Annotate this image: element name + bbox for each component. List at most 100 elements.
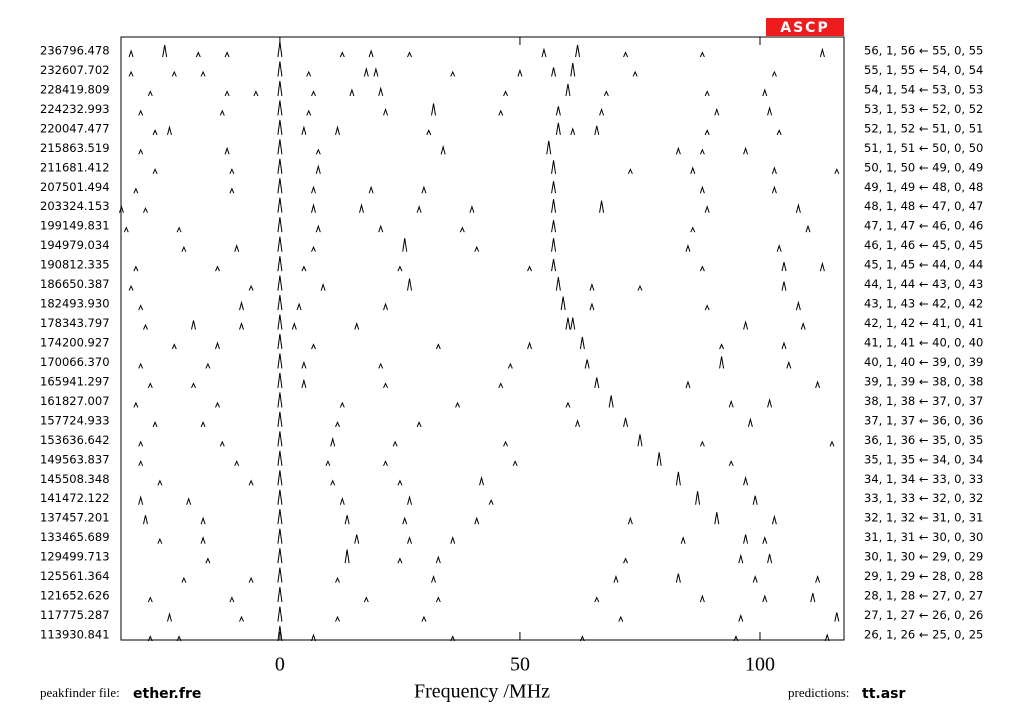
peak [435,555,441,564]
peak [599,200,605,213]
peak [296,302,302,311]
peak [767,554,773,564]
peak [594,377,600,389]
peak [291,321,297,330]
peak [767,105,773,116]
row-frequency: 121652.626 [40,589,110,603]
row-assignment: 52, 1, 52 ← 51, 0, 51 [864,121,983,135]
peak [344,549,350,564]
peak [762,594,768,603]
peak [330,436,336,447]
peak [546,140,552,155]
peak [383,460,388,467]
peak [277,587,283,603]
row-assignment: 38, 1, 38 ← 37, 0, 37 [864,394,983,408]
x-tick-label: 0 [275,654,285,676]
peak [277,567,283,583]
peak [555,122,561,135]
peak [603,90,609,97]
peak [690,226,696,233]
predictions-file: tt.asr [862,686,905,702]
peak [191,382,196,389]
peak [675,573,681,583]
peak [138,440,144,447]
peak [354,321,360,330]
peak [224,146,230,155]
peak [277,411,283,427]
peak [608,395,614,408]
peak [363,67,369,77]
row-frequency: 137457.201 [40,511,110,525]
peak [277,139,283,155]
peak [815,575,821,583]
peak [277,625,283,642]
peak [589,302,595,311]
row-frequency: 182493.930 [40,297,110,311]
row-assignment: 45, 1, 45 ← 44, 0, 44 [864,258,983,272]
badge-bg [766,18,844,36]
peak [277,431,283,447]
peak [704,205,710,213]
peak [301,360,307,369]
peak [762,88,768,97]
peak [637,434,643,447]
row-frequency: 232607.702 [40,63,110,77]
peak [186,497,192,505]
peak [277,295,283,311]
row-assignment: 50, 1, 50 ← 49, 0, 49 [864,160,983,174]
peak [714,512,720,525]
peak [147,382,153,389]
peak [277,353,283,369]
row-assignment: 42, 1, 42 ← 41, 0, 41 [864,316,983,330]
peak [181,245,187,252]
peak [277,158,283,174]
peak [440,144,446,155]
peak [431,103,437,116]
peak [407,495,413,505]
row-assignment: 49, 1, 49 ← 48, 0, 48 [864,180,983,194]
peak [623,51,629,58]
peak [239,300,244,311]
peak [368,185,374,194]
peak [589,283,595,291]
peak [234,460,240,467]
peak [719,343,725,350]
peak [277,392,283,408]
peak [623,557,629,564]
peak [551,181,557,194]
peak [426,129,432,136]
row-frequency: 220047.477 [40,121,110,135]
peak [407,51,412,58]
row-frequency: 129499.713 [40,550,110,564]
peak [623,417,629,427]
peak [728,460,734,467]
peak [627,516,633,525]
peak [277,256,283,272]
peak [378,86,384,97]
peak [128,284,134,291]
peak [738,553,744,564]
peak [339,497,345,505]
peak [152,129,158,136]
row-assignment: 41, 1, 41 ← 40, 0, 40 [864,336,983,350]
peak [551,160,557,174]
peak [277,61,283,77]
peak [315,224,321,233]
peak [378,224,384,233]
peak [277,333,283,350]
peak [728,399,734,408]
peak [402,516,408,525]
row-frequency: 203324.153 [40,199,110,213]
peak [503,90,509,97]
peak [752,495,758,505]
peak [507,362,513,369]
peak [795,300,801,311]
peak [421,615,427,622]
peak [277,178,283,194]
peak [738,613,744,622]
peak [200,536,206,544]
peak [219,440,225,447]
row-frequency: 190812.335 [40,258,110,272]
peak [498,382,504,389]
peak [277,372,283,388]
